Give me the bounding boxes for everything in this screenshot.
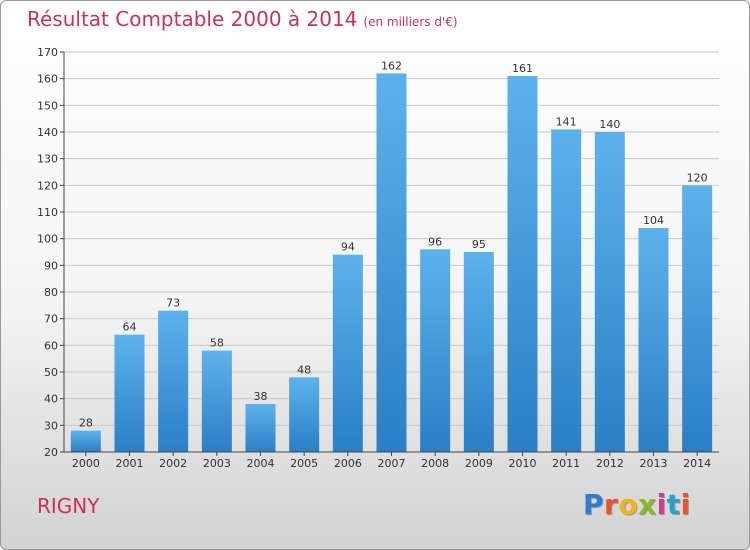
city-name: RIGNY <box>37 494 100 518</box>
bar-2007 <box>376 73 407 452</box>
y-tick-label: 80 <box>44 286 58 299</box>
logo-letter: P <box>583 488 605 521</box>
y-tick-label: 140 <box>37 126 58 139</box>
y-tick-label: 120 <box>37 179 58 192</box>
logo-letter: t <box>666 488 681 521</box>
bar-2004 <box>245 404 276 452</box>
data-label-2007: 162 <box>381 59 402 72</box>
x-tick-label-2003: 2003 <box>203 457 231 470</box>
bar-2001 <box>114 334 145 452</box>
bar-2012 <box>594 132 625 452</box>
y-tick-label: 130 <box>37 153 58 166</box>
logo-letter: i <box>656 488 667 521</box>
logo-letter: r <box>604 488 619 521</box>
data-label-2003: 58 <box>210 337 224 350</box>
bar-2010 <box>507 76 538 452</box>
x-tick-label-2001: 2001 <box>116 457 144 470</box>
bar-2011 <box>551 129 582 453</box>
data-label-2014: 120 <box>687 171 708 184</box>
bar-2002 <box>158 310 189 452</box>
axes <box>60 51 719 456</box>
proxiti-logo[interactable]: Proxiti <box>583 488 691 521</box>
data-label-2006: 94 <box>341 241 355 254</box>
y-tick-label: 60 <box>44 339 58 352</box>
y-tick-label: 170 <box>37 46 58 59</box>
x-tick-label-2005: 2005 <box>290 457 318 470</box>
y-tick-label: 20 <box>44 446 58 459</box>
y-tick-label: 110 <box>37 206 58 219</box>
chart-subtitle: (en milliers d'€) <box>363 15 458 29</box>
x-tick-label-2010: 2010 <box>509 457 537 470</box>
logo-letter: i <box>680 488 691 521</box>
data-label-2011: 141 <box>556 115 577 128</box>
y-tick-label: 50 <box>44 366 58 379</box>
bar-2008 <box>420 249 451 452</box>
bar-2009 <box>463 252 494 452</box>
x-tick-label-2011: 2011 <box>552 457 580 470</box>
bars <box>70 73 713 453</box>
x-tick-label-2006: 2006 <box>334 457 362 470</box>
bar-2003 <box>201 350 232 452</box>
x-tick-label-2009: 2009 <box>465 457 493 470</box>
data-label-2009: 95 <box>472 238 486 251</box>
y-tick-label: 90 <box>44 259 58 272</box>
x-tick-label-2013: 2013 <box>640 457 668 470</box>
y-tick-label: 160 <box>37 73 58 86</box>
x-tick-label-2012: 2012 <box>596 457 624 470</box>
logo-letter: o <box>618 488 639 521</box>
data-label-2005: 48 <box>297 363 311 376</box>
logo-letter: x <box>638 488 657 521</box>
data-label-2012: 140 <box>599 118 620 131</box>
data-label-2010: 161 <box>512 62 533 75</box>
y-tick-label: 150 <box>37 99 58 112</box>
bar-2014 <box>682 185 713 453</box>
y-tick-label: 30 <box>44 419 58 432</box>
data-label-2004: 38 <box>254 390 268 403</box>
x-tick-label-2007: 2007 <box>378 457 406 470</box>
data-label-2013: 104 <box>643 214 664 227</box>
x-tick-label-2014: 2014 <box>683 457 711 470</box>
chart-title: Résultat Comptable 2000 à 2014 (en millie… <box>27 7 458 31</box>
x-tick-label-2002: 2002 <box>159 457 187 470</box>
y-tick-label: 40 <box>44 393 58 406</box>
y-tick-label: 70 <box>44 313 58 326</box>
x-tick-label-2004: 2004 <box>247 457 275 470</box>
bar-2005 <box>289 377 320 452</box>
data-label-2002: 73 <box>166 297 180 310</box>
x-tick-label-2000: 2000 <box>72 457 100 470</box>
bar-2013 <box>638 228 669 452</box>
bar-chart: 20 30 40 50 60 70 80 90 100 110 120 130 140 150 160 170… <box>37 46 719 470</box>
y-tick-label: 100 <box>37 233 58 246</box>
data-label-2008: 96 <box>428 235 442 248</box>
labels: 20 30 40 50 60 70 80 90 100 110 120 130 140 150 160 170… <box>37 46 711 470</box>
bar-2000 <box>70 430 101 452</box>
data-label-2001: 64 <box>123 321 137 334</box>
bar-2006 <box>332 254 363 452</box>
data-label-2000: 28 <box>79 417 93 430</box>
x-tick-label-2008: 2008 <box>421 457 449 470</box>
